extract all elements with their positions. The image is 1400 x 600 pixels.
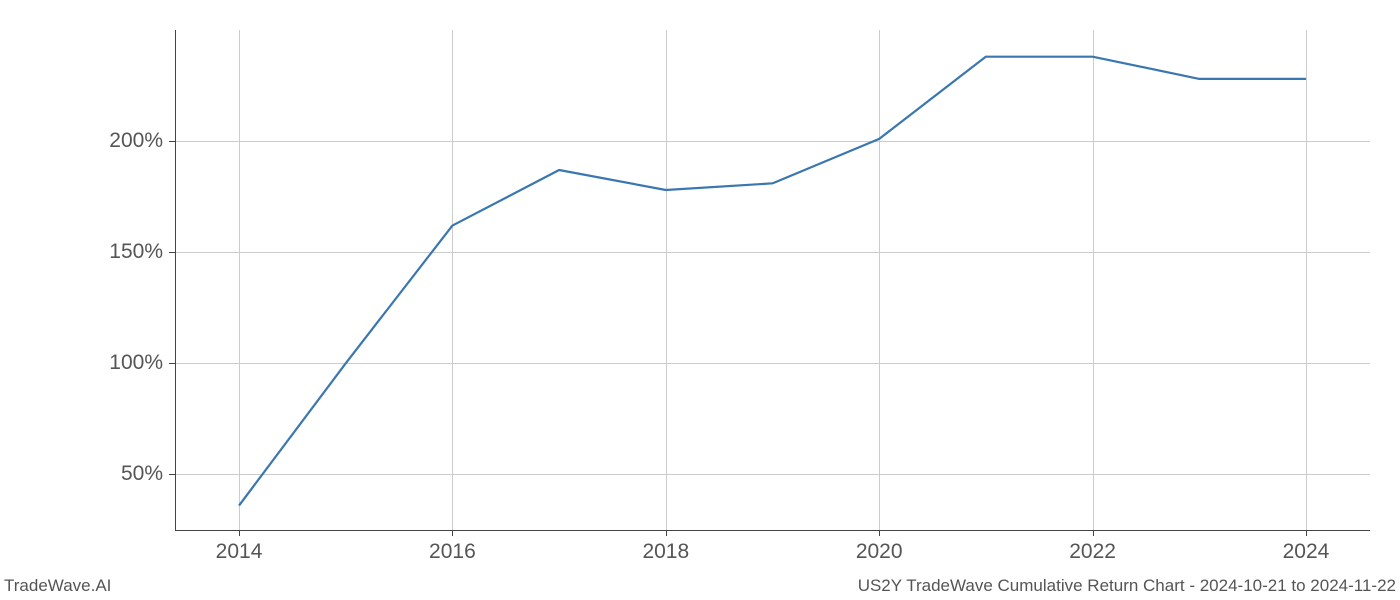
x-tick-label: 2022 [1069,540,1116,564]
footer-left-label: TradeWave.AI [4,576,111,596]
footer-right-label: US2Y TradeWave Cumulative Return Chart -… [858,576,1396,596]
line-series [175,30,1370,530]
x-tick-label: 2020 [856,540,903,564]
y-tick-label: 100% [109,351,163,375]
y-tick-label: 200% [109,129,163,153]
plot-area [175,30,1370,530]
x-axis-line [175,530,1370,531]
x-tick-label: 2024 [1283,540,1330,564]
y-tick-label: 50% [121,462,163,486]
cumulative-return-chart: TradeWave.AI US2Y TradeWave Cumulative R… [0,0,1400,600]
x-tick-label: 2016 [429,540,476,564]
x-tick-label: 2014 [216,540,263,564]
y-tick-label: 150% [109,240,163,264]
x-tick-label: 2018 [642,540,689,564]
